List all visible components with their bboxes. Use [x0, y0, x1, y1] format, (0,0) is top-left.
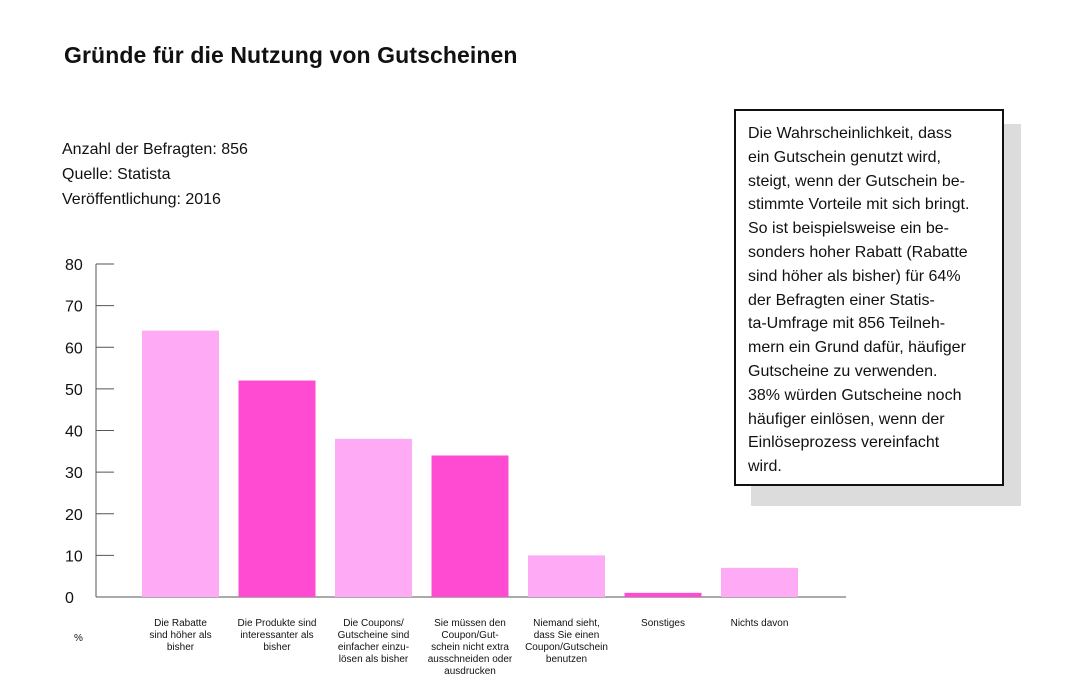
note-line: mern ein Grund dafür, häufiger: [748, 339, 966, 357]
chart-title: Gründe für die Nutzung von Gutscheinen: [64, 42, 518, 68]
x-category-label-line: Gutscheine sind: [338, 630, 410, 641]
note-line: So ist beispielsweise ein be-: [748, 220, 949, 238]
bar: [528, 555, 605, 597]
y-tick-label: 20: [65, 507, 83, 524]
note-line: wird.: [748, 458, 782, 476]
note-line: der Befragten einer Statis-: [748, 291, 935, 309]
x-category-label-line: sind höher als: [149, 630, 211, 641]
x-category-label-line: ausdrucken: [444, 666, 496, 677]
bar: [335, 438, 412, 597]
x-category-label-line: benutzen: [546, 654, 587, 665]
respondents-count: Anzahl der Befragten: 856: [62, 141, 248, 158]
y-tick-label: 10: [65, 548, 83, 565]
y-tick-label: 70: [65, 299, 83, 316]
note-line: stimmte Vorteile mit sich bringt.: [748, 196, 970, 214]
bar: [624, 592, 702, 597]
y-axis-unit-label: %: [74, 633, 83, 644]
x-category-label-line: bisher: [167, 642, 195, 653]
bar: [721, 567, 798, 597]
x-category-label-line: Coupon/Gut-: [441, 630, 498, 641]
x-category-label-line: Nichts davon: [731, 618, 789, 629]
y-tick-label: 0: [65, 590, 74, 607]
y-tick-label: 50: [65, 382, 83, 399]
x-category-label-line: Coupon/Gutschein: [525, 642, 608, 653]
x-category-label: Die Produkte sind interessanter als bisher: [238, 618, 317, 653]
x-category-label: Sonstiges: [641, 618, 685, 629]
note-line: ein Gutschein genutzt wird,: [748, 148, 941, 166]
x-category-label-line: Die Produkte sind: [238, 618, 317, 629]
note-line: sonders hoher Rabatt (Rabatte: [748, 243, 968, 261]
x-category-label: Die Rabatte sind höher als bisher: [149, 618, 211, 653]
bar: [431, 455, 509, 597]
info-note-box: Die Wahrscheinlichkeit, dass ein Gutschei…: [734, 109, 1004, 486]
y-tick-label: 30: [65, 465, 83, 482]
x-category-label: Die Coupons/Gutscheine sind einfacher ein…: [338, 618, 410, 665]
note-line: Die Wahrscheinlichkeit, dass: [748, 125, 952, 142]
publication-year: Veröffentlichung: 2016: [62, 191, 221, 208]
y-tick-label: 40: [65, 424, 83, 441]
x-category-label-line: bisher: [263, 642, 291, 653]
x-category-label-line: ausschneiden oder: [428, 654, 513, 665]
x-category-label-line: Die Coupons/: [343, 618, 404, 629]
x-category-label-line: Sie müssen den: [434, 618, 506, 629]
y-tick-label: 80: [65, 257, 83, 274]
x-category-label-line: dass Sie einen: [534, 630, 600, 641]
note-line: steigt, wenn der Gutschein be-: [748, 172, 966, 190]
x-category-label-line: interessanter als: [240, 630, 313, 641]
x-category-label-line: schein nicht extra: [431, 642, 509, 653]
chart-meta: Anzahl der Befragten: 856 Quelle: Statis…: [62, 137, 248, 212]
x-category-label: Sie müssen den Coupon/Gut-schein nicht ex…: [428, 618, 513, 677]
x-category-label: Nichts davon: [731, 618, 789, 629]
note-line: sind höher als bisher) für 64%: [748, 267, 961, 285]
bar: [142, 330, 219, 597]
note-line: ta-Umfrage mit 856 Teilneh-: [748, 315, 946, 333]
x-category-label-line: einfacher einzu-: [338, 642, 409, 653]
y-tick-label: 60: [65, 340, 83, 357]
x-category-label-line: Niemand sieht,: [533, 618, 600, 629]
x-category-label-line: Die Rabatte: [154, 618, 207, 629]
note-line: 38% würden Gutscheine noch: [748, 386, 962, 404]
note-line: Gutscheine zu verwenden.: [748, 362, 938, 380]
source-text: Quelle: Statista: [62, 166, 171, 183]
bar: [238, 380, 316, 597]
x-category-label-line: Sonstiges: [641, 618, 685, 629]
x-category-label: Niemand sieht, dass Sie einen Coupon/Gutsc…: [525, 618, 608, 665]
note-line: Einlöseprozess vereinfacht: [748, 434, 940, 452]
note-line: häufiger einlösen, wenn der: [748, 410, 945, 428]
x-category-label-line: lösen als bisher: [339, 654, 409, 665]
